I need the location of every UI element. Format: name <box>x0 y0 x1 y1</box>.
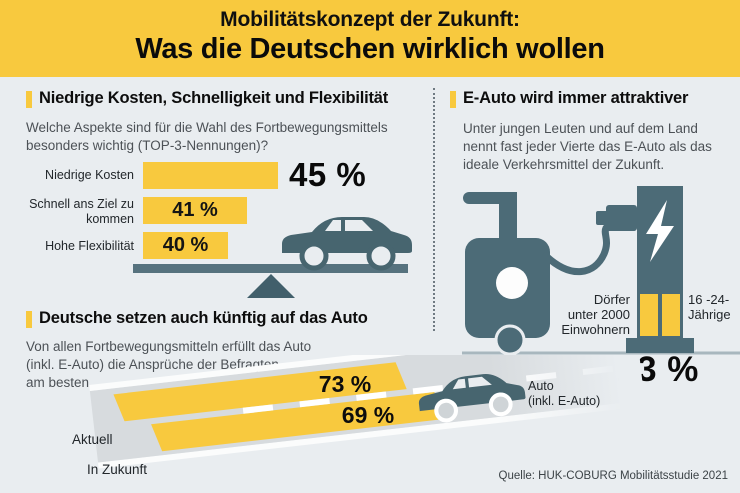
seesaw-fulcrum-icon <box>247 274 295 298</box>
battery-bar <box>640 294 658 336</box>
question-line: besonders wichtig (TOP-3-Nennungen)? <box>26 138 269 154</box>
group-left-label: Dörfer <box>594 292 631 307</box>
group-right-label: Jährige <box>688 307 731 322</box>
section-eauto-text: Unter jungen Leuten und auf dem Land nen… <box>463 120 712 174</box>
lane-label: In Zukunft <box>87 462 147 477</box>
charging-plug-icon <box>596 205 637 231</box>
section-auto-title: Deutsche setzen auch künftig auf das Aut… <box>39 309 368 327</box>
car-label-line: Auto <box>528 379 554 393</box>
lane-value: 73 % <box>319 371 371 397</box>
charging-illustration: Dörfer unter 2000 Einwohnern 16 -24- Jäh… <box>462 186 740 356</box>
charging-cable <box>542 224 610 275</box>
lane-aktuell <box>113 362 407 422</box>
bar-value-large: 45 % <box>289 156 367 193</box>
lane-value: 69 % <box>342 402 394 428</box>
section-auto-header: Deutsche setzen auch künftig auf das Aut… <box>26 309 368 328</box>
seesaw-illustration <box>133 217 412 298</box>
header-banner: Mobilitätskonzept der Zukunft: Was die D… <box>0 0 740 77</box>
road-band <box>89 355 647 469</box>
auto-text-line: (inkl. E-Auto) die Ansprüche der Befragt… <box>26 357 279 373</box>
road-illustration: 73 % 69 % Aktuell In Zukunft Auto (inkl.… <box>72 355 647 477</box>
auto-text-line: Von allen Fortbewegungsmitteln erfüllt d… <box>26 339 312 354</box>
bar-label: Hohe Flexibilität <box>45 239 134 253</box>
eauto-text-line: Unter jungen Leuten und auf dem Land <box>463 121 698 136</box>
bar-fill: 41 % <box>143 197 247 224</box>
title-line-1: Mobilitätskonzept der Zukunft: <box>220 8 520 31</box>
yellow-tick-icon <box>26 311 32 328</box>
bar-value: 41 % <box>172 199 218 221</box>
yellow-tick-icon <box>26 91 32 108</box>
dotted-divider <box>433 88 435 331</box>
yellow-tick-icon <box>450 91 456 108</box>
lane-zukunft <box>151 392 446 452</box>
title-line-2: Was die Deutschen wirklich wollen <box>135 33 605 65</box>
lane-label: Aktuell <box>72 432 113 447</box>
road-car-icon <box>418 374 526 423</box>
bar-label: Niedrige Kosten <box>45 168 134 182</box>
bar-label: Schnell ans Ziel zu kommen <box>29 197 134 226</box>
question-line: Welche Aspekte sind für die Wahl des For… <box>26 120 388 135</box>
section-costs-header: Niedrige Kosten, Schnelligkeit und Flexi… <box>26 89 388 108</box>
lightning-icon <box>646 200 674 262</box>
group-right-label: 16 -24- <box>688 292 729 307</box>
seesaw-plank <box>133 264 408 273</box>
bar-fill <box>143 162 278 189</box>
eauto-text-line: ideale Verkehrsmittel der Zukunft. <box>463 157 665 173</box>
section-costs-question: Welche Aspekte sind für die Wahl des For… <box>26 119 388 155</box>
group-left-label: unter 2000 <box>568 307 630 322</box>
bar-value: 40 % <box>162 234 209 256</box>
car-label-line: (inkl. E-Auto) <box>528 394 600 408</box>
source-note: Quelle: HUK-COBURG Mobilitätsstudie 2021 <box>498 470 728 482</box>
charging-station <box>626 186 694 353</box>
e-car-icon <box>463 192 550 356</box>
section-eauto-title: E-Auto wird immer attraktiver <box>463 89 689 107</box>
battery-bar <box>662 294 680 336</box>
section-costs-title: Niedrige Kosten, Schnelligkeit und Flexi… <box>39 89 389 107</box>
bar-fill: 40 % <box>143 232 228 259</box>
eauto-text-line: nennt fast jeder Vierte das E-Auto als d… <box>463 139 712 155</box>
auto-text-line: am besten. <box>26 375 93 391</box>
group-left-label: Einwohnern <box>561 322 630 337</box>
group-labels: Dörfer unter 2000 Einwohnern 16 -24- Jäh… <box>561 292 730 337</box>
section-eauto-header: E-Auto wird immer attraktiver <box>450 89 688 108</box>
section-auto-text: Von allen Fortbewegungsmitteln erfüllt d… <box>26 338 311 392</box>
sedan-car-icon <box>282 217 412 271</box>
